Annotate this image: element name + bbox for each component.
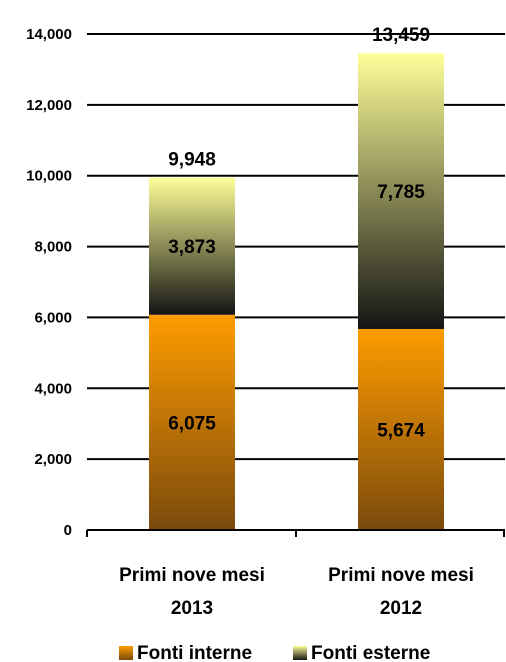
bar-segment-fonti-interne bbox=[358, 328, 444, 530]
y-tick-label: 12,000 bbox=[26, 97, 72, 114]
bar-total-label: 9,948 bbox=[168, 150, 216, 171]
y-tick-label: 8,000 bbox=[34, 239, 72, 256]
x-axis bbox=[86, 529, 505, 537]
y-axis-tick-labels: 0 2,000 4,000 6,000 8,000 10,000 12,000 14,000 bbox=[26, 26, 72, 539]
category-label-line2: 2013 bbox=[171, 598, 213, 619]
y-tick-label: 4,000 bbox=[34, 380, 72, 397]
bar-segment-fonti-esterne bbox=[149, 177, 235, 315]
bar-segment-fonti-interne bbox=[149, 314, 235, 530]
legend-swatch-fonti-esterne bbox=[293, 646, 307, 660]
bar-total-label: 13,459 bbox=[372, 25, 430, 46]
y-tick-label: 2,000 bbox=[34, 451, 72, 468]
bar-value-label: 6,075 bbox=[168, 413, 216, 434]
bar-value-label: 3,873 bbox=[168, 237, 216, 258]
bar-value-label: 5,674 bbox=[377, 420, 425, 441]
category-label-line1: Primi nove mesi bbox=[119, 565, 265, 586]
y-tick-label: 10,000 bbox=[26, 168, 72, 185]
category-label-line2: 2012 bbox=[380, 598, 422, 619]
bar-value-label: 7,785 bbox=[377, 182, 425, 203]
category-label-line1: Primi nove mesi bbox=[328, 565, 474, 586]
bar-value-labels: 6,075 3,873 9,948 5,674 7,785 13,459 bbox=[168, 25, 430, 441]
x-axis-category-labels: Primi nove mesi 2013 Primi nove mesi 2012 bbox=[119, 565, 474, 619]
y-tick-label: 14,000 bbox=[26, 26, 72, 43]
legend-swatch-fonti-interne bbox=[119, 646, 133, 660]
y-tick-label: 6,000 bbox=[34, 309, 72, 326]
y-tick-label: 0 bbox=[64, 522, 72, 539]
legend-label-fonti-esterne: Fonti esterne bbox=[311, 643, 430, 662]
legend: Fonti interne Fonti esterne bbox=[119, 643, 430, 662]
bars bbox=[149, 53, 444, 530]
bar-segment-fonti-esterne bbox=[358, 53, 444, 329]
legend-label-fonti-interne: Fonti interne bbox=[137, 643, 252, 662]
